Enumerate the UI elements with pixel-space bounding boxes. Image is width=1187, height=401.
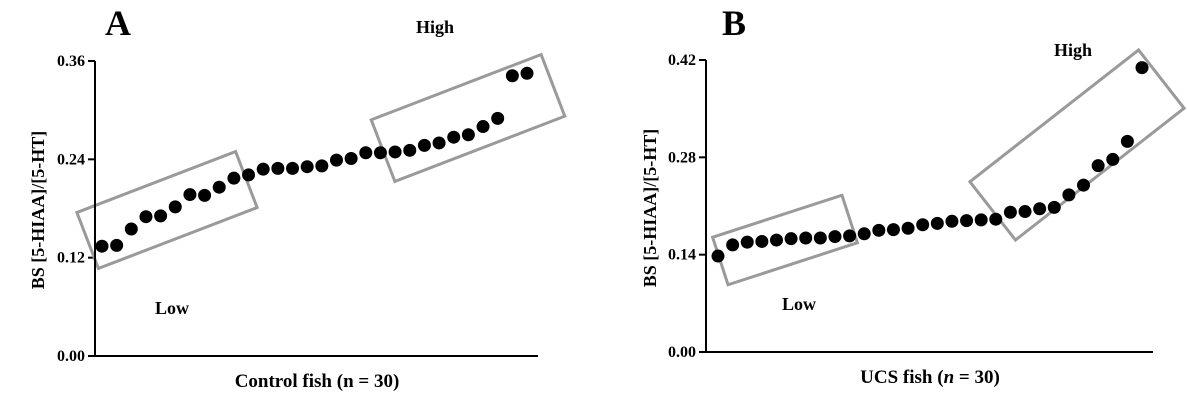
panel-b-x-label-part-1: UCS fish ( — [860, 367, 943, 388]
panel-b-data-point — [726, 238, 740, 252]
panel-b-y-tick-label: 0.42 — [668, 52, 696, 69]
panel-b-data-point — [960, 214, 974, 228]
panel-a-y-axis-label: BS [5-HIAA]/[5-HT] — [28, 131, 48, 290]
panel-a-data-point — [242, 168, 256, 182]
panel-b-data-point — [1018, 205, 1032, 219]
panel-a: A High Low BS [5-HIAA]/[5-HT] Control fi… — [28, 3, 567, 392]
panel-a-y-ticks: 0.00 0.12 0.24 0.36 — [57, 53, 95, 365]
panel-a-y-tick-label: 0.24 — [57, 151, 85, 168]
panel-a-data-point — [315, 159, 329, 173]
panel-a-data-point — [520, 66, 534, 80]
panel-a-data-point — [183, 188, 197, 202]
panel-b-data-point — [1062, 188, 1076, 202]
panel-b-data-point — [1077, 178, 1091, 192]
panel-b-data-point — [813, 231, 827, 245]
panel-a-data-point — [447, 130, 461, 144]
panel-b-data-point — [740, 235, 754, 249]
panel-a-data-point — [256, 162, 270, 176]
panel-b-data-point — [1047, 200, 1061, 214]
panel-a-data-point — [286, 161, 300, 175]
panel-b-data-point — [1120, 134, 1134, 148]
panel-a-low-label: Low — [155, 298, 189, 318]
panel-a-data-point — [388, 145, 402, 159]
panel-b: B High Low BS [5-HIAA]/[5-HT] UCS fish (… — [640, 3, 1187, 388]
panel-b-y-tick-label: 0.28 — [668, 149, 696, 166]
panel-a-data-point — [432, 136, 446, 150]
panel-a-data-point — [344, 152, 358, 166]
panel-a-data-point — [461, 128, 475, 142]
panel-b-data-point — [989, 212, 1003, 226]
panel-a-data-point — [168, 200, 182, 214]
panel-a-x-axis-label: Control fish (n = 30) — [235, 371, 400, 392]
panel-b-low-label: Low — [782, 294, 816, 314]
panel-a-data-point — [491, 111, 505, 125]
panel-b-y-tick-label: 0.14 — [668, 247, 696, 264]
panel-a-data-point — [359, 146, 373, 160]
panel-b-data-point — [755, 234, 769, 248]
panel-b-y-axis-label: BS [5-HIAA]/[5-HT] — [640, 129, 660, 288]
panel-b-data-point — [1091, 159, 1105, 173]
panel-a-data-point — [403, 143, 417, 157]
panel-b-data-point — [769, 233, 783, 247]
panel-a-data-point — [212, 180, 226, 194]
panel-b-letter: B — [722, 3, 746, 43]
panel-a-data-point — [110, 238, 124, 252]
panel-a-data-point — [476, 120, 490, 134]
panel-b-data-point — [1033, 202, 1047, 216]
panel-b-x-label-n: n — [944, 367, 955, 388]
panel-a-data-point — [373, 146, 387, 160]
panel-a-data-point — [154, 209, 168, 223]
panel-a-y-tick-label: 0.00 — [57, 348, 85, 365]
panel-b-high-group-box — [967, 47, 1187, 243]
panel-b-y-tick-label: 0.00 — [668, 344, 696, 361]
panel-b-points — [711, 61, 1149, 263]
panel-b-data-point — [945, 214, 959, 228]
panel-b-x-axis-label: UCS fish (n = 30) — [860, 367, 1000, 388]
panel-a-y-tick-label: 0.12 — [57, 250, 85, 267]
panel-b-data-point — [711, 249, 725, 263]
panel-b-data-point — [872, 223, 886, 237]
panel-a-data-point — [124, 222, 138, 236]
panel-a-data-point — [271, 161, 285, 175]
panel-a-data-point — [417, 138, 431, 152]
panel-a-data-point — [95, 239, 109, 253]
panel-b-data-point — [784, 232, 798, 246]
panel-b-data-point — [828, 230, 842, 244]
panel-b-data-point — [1106, 152, 1120, 166]
panel-b-x-label-part-2: = 30) — [954, 367, 1000, 388]
panel-b-data-point — [1003, 205, 1017, 219]
panel-a-data-point — [139, 210, 153, 224]
panel-a-points — [95, 66, 534, 253]
panel-b-data-point — [857, 227, 871, 241]
panel-b-y-ticks: 0.00 0.14 0.28 0.42 — [668, 52, 706, 361]
panel-b-data-point — [1135, 61, 1149, 75]
panel-a-data-point — [329, 153, 343, 167]
panel-b-data-point — [799, 231, 813, 245]
panel-a-high-label: High — [416, 17, 454, 37]
panel-a-data-point — [198, 188, 212, 202]
panel-b-data-point — [930, 216, 944, 230]
panel-a-y-tick-label: 0.36 — [57, 53, 85, 70]
panel-b-data-point — [974, 213, 988, 227]
panel-b-data-point — [843, 229, 857, 243]
panel-b-data-point — [901, 221, 915, 235]
panel-a-data-point — [300, 160, 314, 174]
panel-b-high-label: High — [1054, 40, 1092, 60]
panel-b-data-point — [886, 223, 900, 237]
panel-a-data-point — [227, 171, 241, 185]
panel-a-data-point — [505, 69, 519, 83]
panel-a-high-group-box — [369, 52, 567, 184]
panel-a-letter: A — [105, 3, 131, 43]
panel-b-data-point — [916, 218, 930, 232]
